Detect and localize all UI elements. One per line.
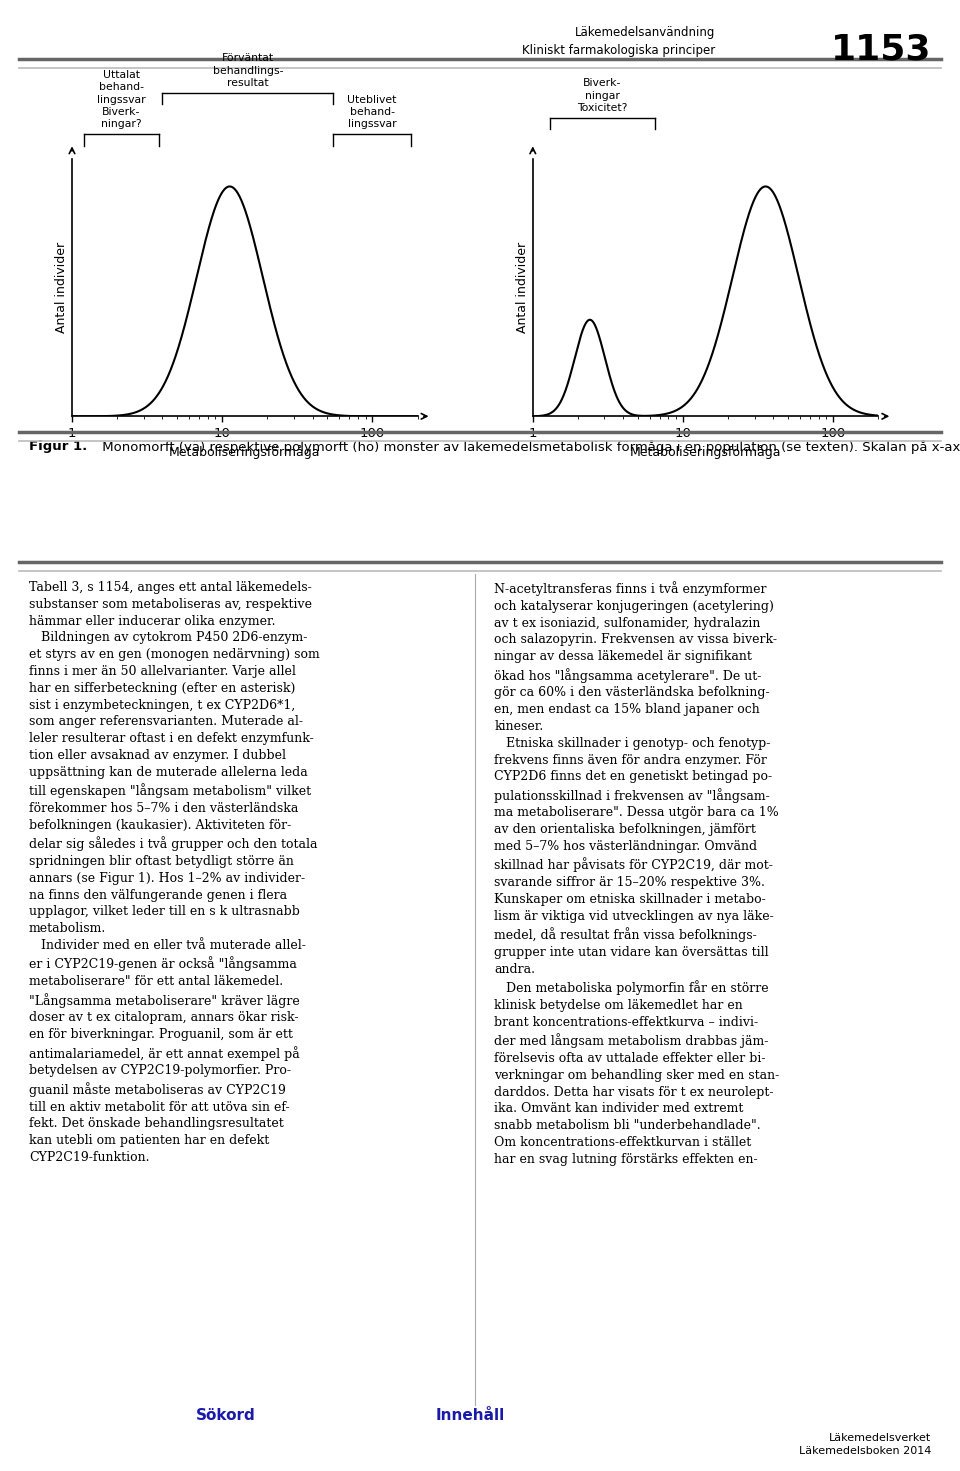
Text: Innehåll: Innehåll [436, 1408, 505, 1422]
Y-axis label: Antal individer: Antal individer [55, 243, 68, 332]
Text: Tabell 3, s 1154, anges ett antal läkemedels-
substanser som metaboliseras av, r: Tabell 3, s 1154, anges ett antal läkeme… [29, 581, 320, 1164]
Text: Läkemedelsanvändning: Läkemedelsanvändning [575, 26, 715, 40]
X-axis label: Metaboliseringsförmåga: Metaboliseringsförmåga [630, 446, 781, 459]
Text: Figur 1.: Figur 1. [29, 440, 87, 453]
Text: Monomorft (vä) respektive polymorft (hö) mönster av läkemedelsmetabolisk förmåga: Monomorft (vä) respektive polymorft (hö)… [98, 440, 960, 455]
Text: Läkemedelsverket
Läkemedelsboken 2014: Läkemedelsverket Läkemedelsboken 2014 [799, 1433, 931, 1456]
X-axis label: Metaboliseringsförmåga: Metaboliseringsförmåga [169, 446, 321, 459]
Text: Uttalat
behand-
lingssvar
Biverk-
ningar?: Uttalat behand- lingssvar Biverk- ningar… [97, 69, 146, 129]
Y-axis label: Antal individer: Antal individer [516, 243, 529, 332]
Text: Biverk-
ningar
Toxicitet?: Biverk- ningar Toxicitet? [577, 78, 628, 113]
Text: Sökord: Sökord [196, 1408, 255, 1422]
Text: N-acetyltransferas finns i två enzymformer
och katalyserar konjugeringen (acetyl: N-acetyltransferas finns i två enzymform… [494, 581, 780, 1167]
Text: Kliniskt farmakologiska principer: Kliniskt farmakologiska principer [522, 44, 715, 57]
Text: Förväntat
behandlings-
resultat: Förväntat behandlings- resultat [213, 53, 283, 88]
Text: 1153: 1153 [830, 32, 931, 66]
Text: Uteblivet
behand-
lingssvar: Uteblivet behand- lingssvar [348, 94, 396, 129]
